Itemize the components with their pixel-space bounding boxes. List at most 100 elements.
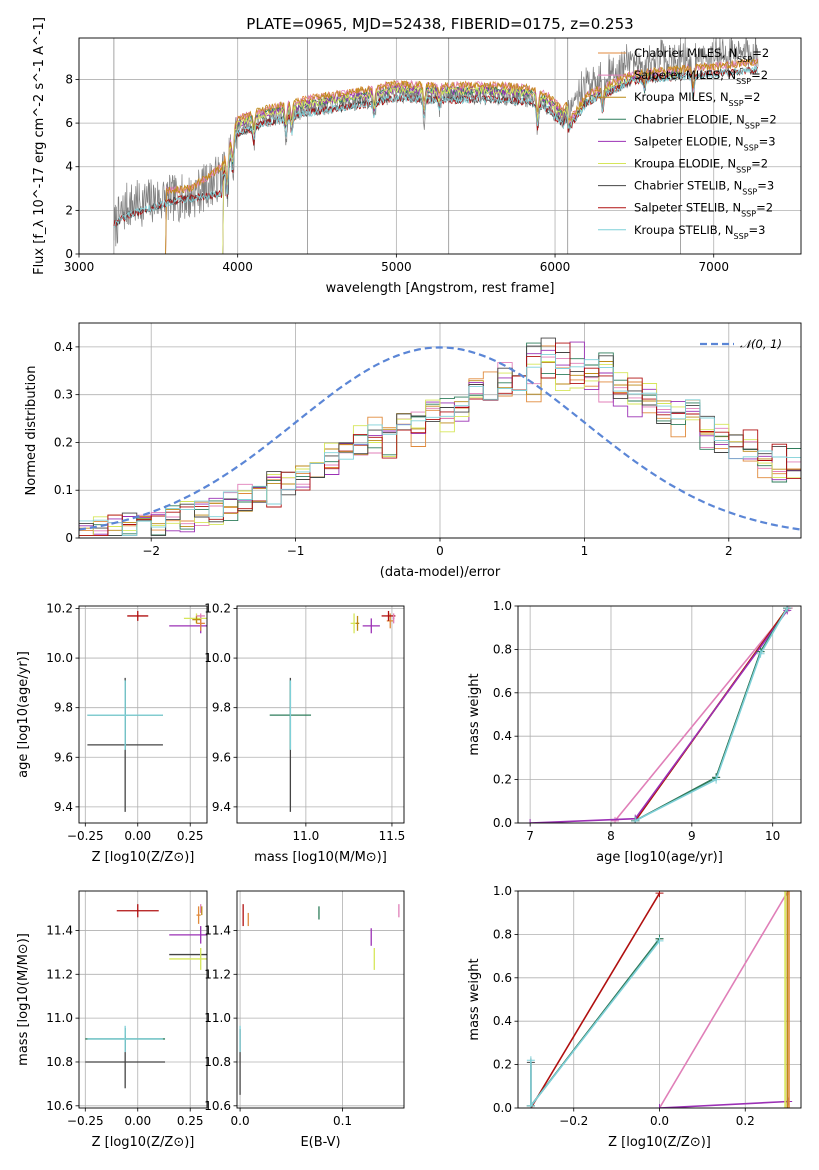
x-tick-label: 7000 [698,260,729,274]
weight-series [655,891,793,1108]
x-tick-label: 5000 [381,260,412,274]
y-axis-label: mass weight [467,673,482,755]
x-tick-label: 7 [526,829,534,843]
weight-line [530,940,661,1108]
x-tick-label: 3000 [64,260,95,274]
x-tick-label: 0.1 [333,1114,352,1128]
subscript: SSP [741,209,756,218]
subscript: SSP [742,187,757,196]
axes-mass-vs-EBV: 0.0 0.1 10.6 10.8 11.0 11.2 11.4 E(B-V) [204,890,405,1150]
y-tick-label: 11.4 [204,923,231,937]
plot-area [269,610,396,812]
y-tick-label: 9.6 [54,750,73,764]
y-tick-label: 0 [65,247,73,261]
subscript: SSP [736,165,751,174]
y-tick-label: 10.6 [204,1099,231,1113]
y-tick-label: 9.4 [54,800,73,814]
y-tick-label: 4 [65,160,73,174]
plot-area [113,38,759,254]
x-tick-label: 11.5 [379,829,406,843]
x-axis-label: wavelength [Angstrom, rest frame] [326,281,555,296]
subscript: SSP [734,231,749,240]
y-axis-label: Flux [f_λ 10^-17 erg cm^-2 s^-1 A^-1] [32,17,47,275]
axes-age-vs-Z: −0.25 0.00 0.25 9.4 9.6 9.8 10.0 10.2 Z [log10(Z… [16,601,208,865]
y-tick-label: 0.0 [493,1101,512,1115]
y-tick-label: 0.1 [54,483,73,497]
x-axis-label: mass [log10(M/M⊙)] [254,850,387,865]
model-spectrum-line [113,64,758,228]
weight-marker [781,891,790,895]
legend-label: Chabrier ELODIE, NSSP=2 [634,112,777,130]
model-spectrum-line [164,58,759,254]
residual-histogram-step [79,354,801,537]
axes-weight-vs-Z: −0.2 0.0 0.2 0.0 0.2 0.4 0.6 0.8 1.0 Z [log10(Z/Z… [467,884,802,1150]
y-tick-label: 0.2 [493,773,512,787]
legend-label: 𝒩(0, 1) [740,337,782,351]
legend-label-rest: =2 [751,157,768,171]
x-tick-label: 11.0 [293,829,320,843]
weight-line [634,607,788,822]
weight-marker [611,816,620,823]
y-tick-label: 1.0 [493,884,512,898]
y-tick-label: 0.2 [54,435,73,449]
subscript: SSP [744,143,759,152]
legend-label: Chabrier MILES, NSSP=2 [634,46,769,64]
weight-marker [783,891,792,895]
axes-mass-vs-Z: −0.25 0.00 0.25 10.6 10.8 11.0 11.2 11.4 Z [log1… [16,890,208,1150]
x-axis-label: Z [log10(Z/Z⊙)] [92,1135,195,1150]
weight-marker [655,936,664,945]
axes-frame [78,605,208,824]
legend-label: Chabrier STELIB, NSSP=3 [634,179,774,197]
weight-series [784,891,793,1108]
y-tick-label: 11.0 [204,1011,231,1025]
weight-series [631,606,792,823]
axes-frame [517,605,802,824]
weight-line [530,609,788,823]
y-tick-label: 0.8 [493,642,512,656]
weight-marker [655,891,664,898]
plot-area [239,904,400,1095]
weight-marker [526,819,535,823]
x-axis-label: E(B-V) [300,1135,340,1150]
errorbar-point [392,613,395,624]
errorbar-point [87,1025,163,1053]
weight-line [614,607,790,822]
weight-marker [756,649,765,658]
y-tick-label: 0.4 [54,340,73,354]
axes-residuals: −2 −1 0 1 2 0 0.1 0.2 0.3 0.4 𝒩(0, 1) (data-model)/… [24,322,802,580]
axes-frame [236,890,405,1109]
errorbar-point [169,926,207,944]
panels: 3000 4000 5000 6000 7000 0 2 4 6 8 Chabrier MILES,… [16,17,802,1150]
residual-histogram-step [79,342,801,537]
weight-marker [783,1104,792,1108]
y-axis-label: Normed distribution [24,366,39,496]
weight-marker [784,891,793,895]
plot-area [79,337,801,537]
grid [237,606,404,823]
plot-area [526,891,793,1108]
y-tick-label: 11.2 [204,967,231,981]
y-axis-label: mass weight [467,958,482,1040]
legend-label-rest: =2 [752,46,769,60]
weight-line [658,891,789,1108]
errorbar-point [192,615,201,624]
y-tick-label: 10.8 [46,1055,73,1069]
weight-marker [781,1104,790,1108]
subscript: SSP [736,77,751,86]
plot-area [526,606,793,823]
grid [237,891,404,1108]
y-tick-label: 2 [65,203,73,217]
y-tick-label: 0.6 [493,686,512,700]
weight-marker [631,816,640,823]
weight-marker [784,891,793,895]
legend-label-rest: =2 [756,201,773,215]
axes-frame [78,37,802,255]
x-tick-label: 0.25 [177,829,204,843]
errorbar-point [116,904,159,918]
legend: 𝒩(0, 1) [700,337,782,351]
weight-series [655,1097,793,1108]
x-axis-label: age [log10(age/yr)] [596,850,723,865]
x-tick-label: −2 [142,544,160,558]
x-tick-label: −0.25 [67,829,104,843]
axes-spectrum: 3000 4000 5000 6000 7000 0 2 4 6 8 Chabrier MILES,… [32,17,802,296]
